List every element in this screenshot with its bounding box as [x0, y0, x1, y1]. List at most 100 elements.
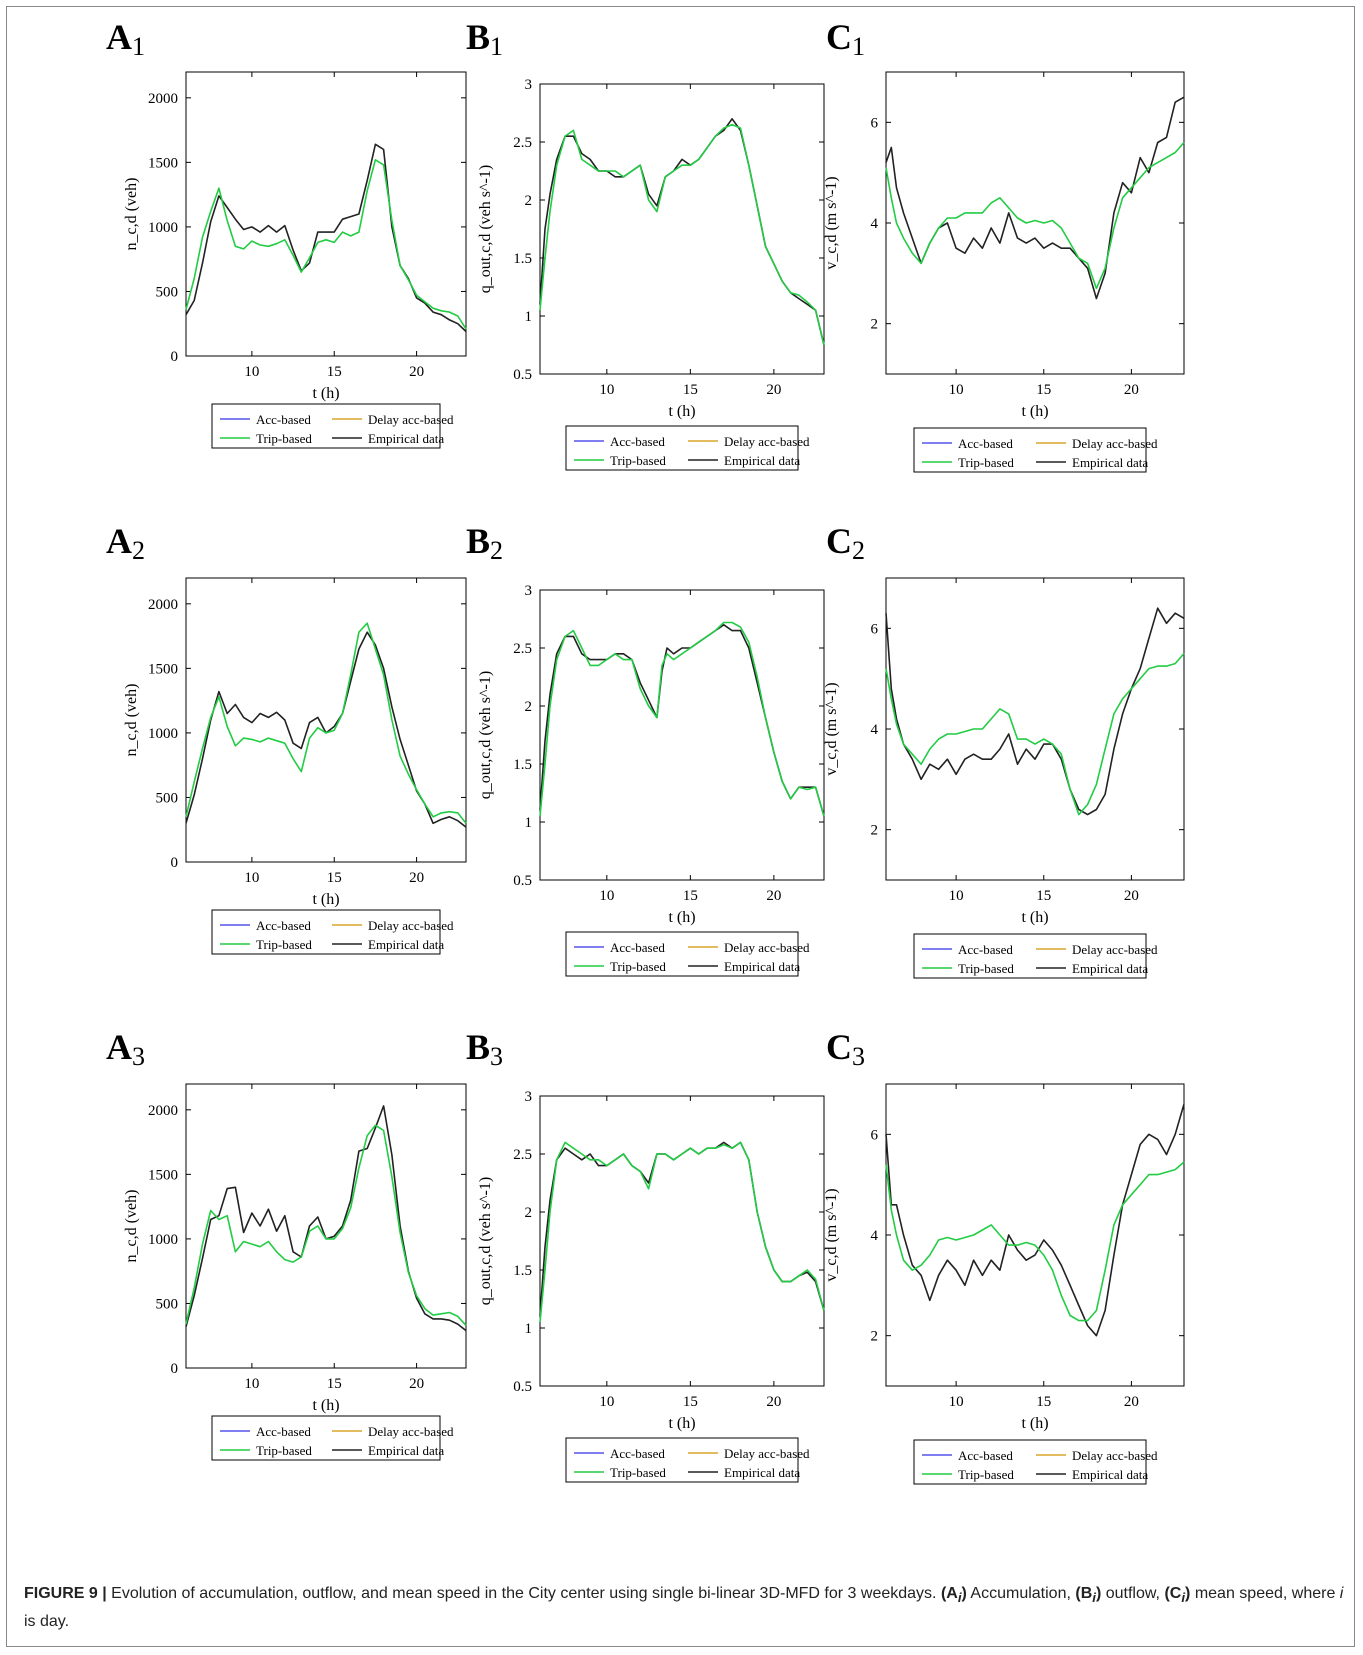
- x-tick-label-a3: 10: [244, 1376, 259, 1392]
- x-tick-label-b1: 15: [683, 382, 698, 398]
- series-line-trip-based-c1: [885, 141, 1185, 290]
- legend-label-c1: Acc-based: [958, 436, 1013, 451]
- panel-letter-b3: B3: [466, 1027, 504, 1071]
- legend-label-a2: Empirical data: [368, 937, 444, 952]
- legend-label-a2: Trip-based: [256, 937, 312, 952]
- chart-a3: 10 15 20 0 500 1000 1500 2000 t (h) n_c,d (veh) Ac…: [123, 1083, 467, 1461]
- x-tick-label-b2: 10: [599, 888, 614, 904]
- series-line-trip-based-a1: [185, 159, 467, 330]
- legend-label-c3: Trip-based: [958, 1467, 1014, 1482]
- series-line-trip-based-c3: [885, 1161, 1185, 1322]
- x-tick-label-a2: 10: [244, 870, 259, 886]
- chart-a1: 10 15 20 0 500 1000 1500 2000 t (h) n_c,d (veh) Ac…: [123, 71, 467, 449]
- legend-label-a1: Empirical data: [368, 431, 444, 446]
- series-line-empirical-c1: [885, 96, 1185, 300]
- series-line-trip-based-b1: [539, 123, 825, 346]
- series-line-empirical-b1: [539, 118, 825, 346]
- legend-label-b3: Delay acc-based: [724, 1446, 810, 1461]
- series-line-empirical-b3: [539, 1141, 825, 1317]
- x-tick-label-b2: 15: [683, 888, 698, 904]
- panel-letter-c3: C3: [826, 1027, 865, 1071]
- series-line-empirical-a1: [185, 143, 467, 333]
- caption-tail: is day.: [24, 1613, 70, 1631]
- y-tick-label-b3: 2: [525, 1205, 533, 1221]
- chart-b2: 10 15 20 0.5 1 1.5 2 2.5 3 t (h) q_out,c,d (veh s^…: [477, 583, 825, 977]
- plot-frame-a1: [185, 71, 467, 357]
- series-line-trip-based-b3: [539, 1141, 825, 1323]
- legend-label-b2: Empirical data: [724, 959, 800, 974]
- figure-frame: [6, 6, 1355, 1647]
- chart-c3: 10 15 20 2 4 6 t (h) v_c,d (m s^-1) Acc-based Del…: [823, 1083, 1185, 1485]
- y-tick-label-a3: 0: [171, 1361, 179, 1377]
- y-axis-label-a2: n_c,d (veh): [123, 684, 140, 757]
- legend-label-a1: Acc-based: [256, 412, 311, 427]
- legend-label-c1: Delay acc-based: [1072, 436, 1158, 451]
- plot-frame-c1: [885, 71, 1185, 375]
- x-tick-label-a2: 20: [409, 870, 424, 886]
- panel-letter-a3: A3: [106, 1027, 145, 1071]
- x-tick-label-c2: 20: [1124, 888, 1139, 904]
- y-tick-label-b3: 1.5: [513, 1263, 532, 1279]
- x-axis-label-a2: t (h): [312, 891, 339, 908]
- caption-b-sub: i: [1092, 1590, 1096, 1606]
- x-axis-label-b2: t (h): [668, 909, 695, 926]
- legend-label-b3: Empirical data: [724, 1465, 800, 1480]
- caption-figure-label: FIGURE 9 |: [24, 1585, 107, 1602]
- plot-frame-b2: [539, 589, 825, 881]
- y-tick-label-a2: 0: [171, 855, 179, 871]
- legend-box-a3: [211, 1415, 441, 1461]
- y-tick-label-c3: 2: [871, 1329, 879, 1345]
- x-tick-label-c3: 10: [949, 1394, 964, 1410]
- x-tick-label-c1: 10: [949, 382, 964, 398]
- y-tick-label-c2: 4: [871, 722, 879, 738]
- caption-c-text: mean speed, where: [1190, 1585, 1340, 1602]
- y-tick-label-b3: 2.5: [513, 1147, 532, 1163]
- panel-letter-a2: A2: [106, 521, 145, 565]
- x-axis-label-a3: t (h): [312, 1397, 339, 1414]
- caption-b-text: outflow,: [1101, 1585, 1160, 1602]
- x-tick-label-b3: 20: [766, 1394, 781, 1410]
- x-tick-label-c1: 20: [1124, 382, 1139, 398]
- x-tick-label-c3: 20: [1124, 1394, 1139, 1410]
- plot-frame-c2: [885, 577, 1185, 881]
- y-tick-label-a3: 1000: [148, 1232, 178, 1248]
- y-tick-label-c1: 2: [871, 317, 879, 333]
- x-tick-label-a3: 20: [409, 1376, 424, 1392]
- chart-c2: 10 15 20 2 4 6 t (h) v_c,d (m s^-1) Acc-based Del…: [823, 577, 1185, 979]
- y-tick-label-c2: 6: [871, 621, 879, 637]
- legend-label-b3: Acc-based: [610, 1446, 665, 1461]
- legend-label-c1: Trip-based: [958, 455, 1014, 470]
- y-tick-label-a3: 500: [156, 1296, 179, 1312]
- x-tick-label-a3: 15: [327, 1376, 342, 1392]
- legend-box-b1: [565, 425, 799, 471]
- caption-c-sub: i: [1181, 1590, 1186, 1606]
- plot-frame-a2: [185, 577, 467, 863]
- y-tick-label-c2: 2: [871, 823, 879, 839]
- legend-label-a3: Empirical data: [368, 1443, 444, 1458]
- legend-label-b1: Acc-based: [610, 434, 665, 449]
- legend-label-c3: Delay acc-based: [1072, 1448, 1158, 1463]
- legend-box-c1: [913, 427, 1147, 473]
- y-tick-label-a1: 1000: [148, 220, 178, 236]
- y-axis-label-c2: v_c,d (m s^-1): [823, 682, 840, 775]
- y-tick-label-b1: 2: [525, 193, 533, 209]
- panel-letter-c1: C1: [826, 17, 865, 61]
- y-tick-label-b1: 0.5: [513, 367, 532, 383]
- y-tick-label-b3: 3: [525, 1089, 533, 1105]
- y-tick-label-b2: 1.5: [513, 757, 532, 773]
- x-axis-label-b3: t (h): [668, 1415, 695, 1432]
- x-tick-label-b1: 20: [766, 382, 781, 398]
- y-tick-label-a2: 1000: [148, 726, 178, 742]
- legend-label-c2: Acc-based: [958, 942, 1013, 957]
- x-axis-label-b1: t (h): [668, 403, 695, 420]
- legend-box-a1: [211, 403, 441, 449]
- x-tick-label-c2: 10: [949, 888, 964, 904]
- y-tick-label-b1: 1.5: [513, 251, 532, 267]
- caption-text: Evolution of accumulation, outflow, and …: [111, 1585, 937, 1602]
- y-tick-label-a1: 2000: [148, 91, 178, 107]
- series-line-trip-based-a2: [185, 622, 467, 824]
- legend-label-b1: Delay acc-based: [724, 434, 810, 449]
- y-tick-label-b3: 1: [525, 1321, 533, 1337]
- caption-italic-i: i: [1339, 1585, 1344, 1602]
